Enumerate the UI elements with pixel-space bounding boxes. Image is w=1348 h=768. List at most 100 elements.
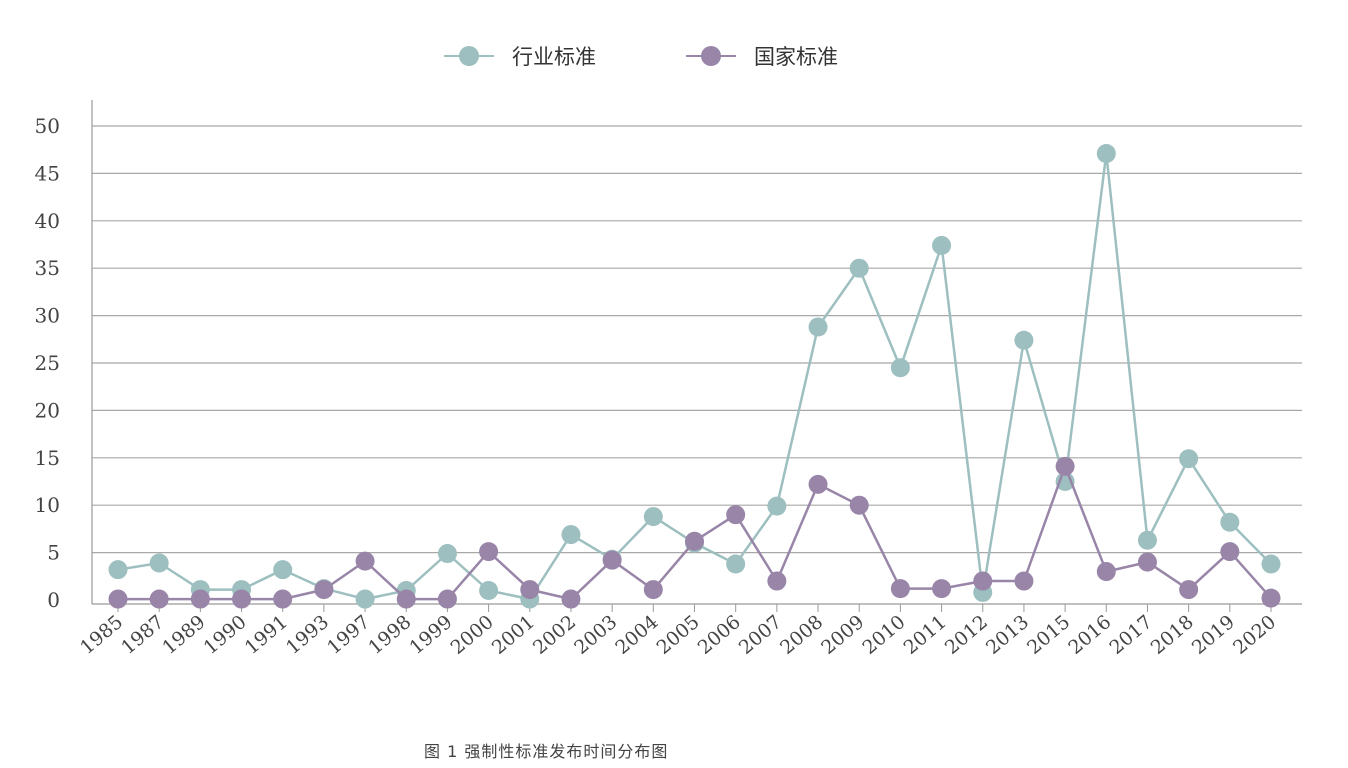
gridlines — [92, 125, 1302, 554]
data-point[interactable] — [1096, 143, 1116, 163]
data-point[interactable] — [932, 579, 952, 599]
y-tick-label: 40 — [35, 209, 60, 233]
x-tick-label: 2001 — [488, 611, 539, 659]
data-point[interactable] — [808, 317, 828, 337]
data-point[interactable] — [149, 553, 169, 573]
data-point[interactable] — [1137, 530, 1157, 550]
data-point[interactable] — [273, 589, 293, 609]
data-point[interactable] — [1261, 554, 1281, 574]
y-tick-label: 15 — [35, 446, 60, 470]
data-point[interactable] — [355, 589, 375, 609]
data-point[interactable] — [561, 589, 581, 609]
data-point[interactable] — [808, 474, 828, 494]
data-point[interactable] — [355, 551, 375, 571]
data-point[interactable] — [767, 496, 787, 516]
data-point[interactable] — [437, 544, 457, 564]
x-tick-label: 2012 — [941, 611, 992, 659]
y-tick-label: 5 — [47, 541, 60, 565]
x-tick-label: 1985 — [76, 611, 127, 659]
x-tick-label: 2016 — [1064, 611, 1115, 659]
data-point[interactable] — [232, 589, 252, 609]
data-point[interactable] — [108, 560, 128, 580]
data-point[interactable] — [479, 542, 499, 562]
x-tick-label: 2005 — [653, 611, 704, 659]
data-point[interactable] — [1055, 456, 1075, 476]
x-tick-label: 2009 — [817, 611, 868, 659]
data-point[interactable] — [479, 581, 499, 601]
data-point[interactable] — [973, 571, 993, 591]
series-national — [108, 456, 1281, 609]
x-tick-label: 2011 — [900, 611, 951, 659]
data-point[interactable] — [273, 560, 293, 580]
x-tick-label: 1989 — [158, 611, 209, 659]
x-tick-label: 1998 — [364, 611, 415, 659]
data-point[interactable] — [726, 505, 746, 525]
x-tick-label: 2018 — [1147, 611, 1198, 659]
data-point[interactable] — [190, 589, 210, 609]
data-point[interactable] — [1261, 588, 1281, 608]
data-point[interactable] — [932, 235, 952, 255]
data-point[interactable] — [1220, 512, 1240, 532]
legend-label-national: 国家标准 — [754, 45, 838, 69]
data-point[interactable] — [1220, 542, 1240, 562]
x-tick-label: 2017 — [1105, 611, 1156, 659]
data-point[interactable] — [1014, 571, 1034, 591]
data-point[interactable] — [726, 554, 746, 574]
legend-swatch-national — [686, 44, 736, 68]
y-tick-label: 10 — [35, 493, 60, 517]
data-point[interactable] — [849, 258, 869, 278]
x-tick-label: 2003 — [570, 611, 621, 659]
y-tick-label: 0 — [47, 588, 60, 612]
x-tick-label: 2000 — [447, 611, 498, 659]
data-point[interactable] — [643, 507, 663, 527]
x-tick-label: 2002 — [529, 611, 580, 659]
y-tick-label: 35 — [35, 256, 60, 280]
data-point[interactable] — [602, 550, 622, 570]
x-tick-label: 1990 — [200, 611, 251, 659]
data-point[interactable] — [1014, 330, 1034, 350]
data-point[interactable] — [1179, 580, 1199, 600]
x-axis-ticks: 1985198719891990199119931997199819992000… — [76, 604, 1280, 659]
x-tick-label: 2010 — [858, 611, 909, 659]
x-tick-label: 1993 — [282, 611, 333, 659]
x-tick-label: 2008 — [776, 611, 827, 659]
x-tick-label: 2007 — [735, 611, 786, 659]
data-point[interactable] — [314, 580, 334, 600]
data-point[interactable] — [1137, 552, 1157, 572]
legend-label-industry: 行业标准 — [512, 45, 596, 69]
data-point[interactable] — [643, 580, 663, 600]
y-tick-label: 50 — [35, 114, 60, 138]
data-point[interactable] — [1179, 449, 1199, 469]
x-tick-label: 2020 — [1229, 611, 1280, 659]
data-point[interactable] — [890, 579, 910, 599]
legend: 行业标准 国家标准 — [0, 38, 1348, 74]
data-point[interactable] — [685, 531, 704, 551]
y-axis-ticks: 0 5 10 15 20 25 30 35 40 45 50 — [35, 114, 60, 612]
x-tick-label: 1997 — [323, 611, 374, 659]
y-tick-label: 45 — [35, 161, 60, 185]
x-tick-label: 1987 — [117, 611, 168, 659]
y-tick-label: 30 — [35, 304, 60, 328]
x-tick-label: 2004 — [611, 611, 662, 659]
y-tick-label: 25 — [35, 351, 60, 375]
series-group — [108, 143, 1281, 609]
x-tick-label: 1999 — [405, 611, 456, 659]
data-point[interactable] — [149, 589, 169, 609]
y-tick-label: 20 — [35, 398, 60, 422]
data-point[interactable] — [849, 495, 869, 515]
axes — [91, 100, 1302, 605]
data-point[interactable] — [767, 571, 787, 591]
x-tick-label: 2013 — [982, 611, 1033, 659]
data-point[interactable] — [890, 358, 910, 378]
data-point[interactable] — [561, 525, 581, 545]
data-point[interactable] — [437, 589, 457, 609]
data-point[interactable] — [1096, 562, 1116, 582]
figure-caption: 图 1 强制性标准发布时间分布图 — [424, 742, 669, 761]
legend-item-national[interactable]: 国家标准 — [686, 38, 838, 74]
data-point[interactable] — [520, 580, 540, 600]
legend-item-industry[interactable]: 行业标准 — [444, 38, 596, 74]
data-point[interactable] — [396, 589, 416, 609]
data-point[interactable] — [108, 589, 128, 609]
x-tick-label: 1991 — [241, 611, 292, 659]
